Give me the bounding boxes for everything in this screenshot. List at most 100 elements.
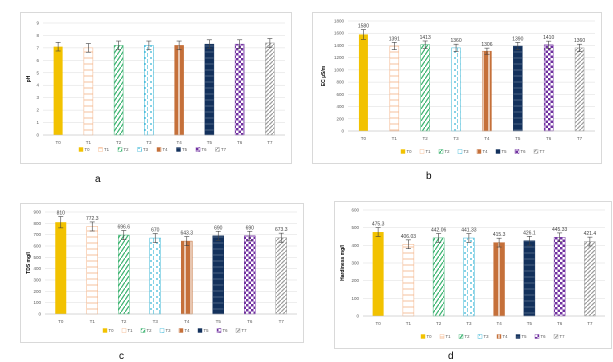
data-label-T4: 643.3 xyxy=(180,231,193,237)
legend-label-T5: T5 xyxy=(204,328,210,333)
bar-T5 xyxy=(523,240,536,317)
bar-T3 xyxy=(149,237,161,315)
legend-label-T0: T0 xyxy=(109,328,115,333)
y-tick-label: 200 xyxy=(33,289,41,294)
legend-label-T1: T1 xyxy=(104,147,110,152)
error-bar-T0 xyxy=(55,41,61,52)
error-bar-T6 xyxy=(237,39,243,49)
bar-T6 xyxy=(553,237,566,317)
legend-swatch-T0 xyxy=(102,328,108,333)
x-tick-label-T7: T7 xyxy=(267,140,273,145)
chart-panel-a: 0 1 2 3 4 5 6 7 8 9 pH T0 T1 T2 T3 T4 T5 T6 T7 T0 T1 T2 T3 T4 T5… xyxy=(20,12,292,164)
x-tick-label-T5: T5 xyxy=(515,136,521,141)
legend-swatch-T6 xyxy=(534,334,540,339)
data-label-T1: 1391 xyxy=(389,36,400,42)
error-bar-T5 xyxy=(206,39,212,49)
y-tick-label: 800 xyxy=(33,221,41,226)
chart-panel-c: 0 100 200 300 400 500 600 700 800 900 TDS mg/l 810 T… xyxy=(20,203,304,343)
x-tick-label-T4: T4 xyxy=(496,321,502,326)
y-tick-label: 200 xyxy=(351,278,359,283)
legend-label-T3: T3 xyxy=(464,149,470,154)
legend-swatch-T6 xyxy=(216,328,222,333)
error-bar-T3 xyxy=(453,43,459,52)
legend-swatch-T0 xyxy=(420,334,426,339)
legend-label-T4: T4 xyxy=(503,334,509,339)
bar-T0 xyxy=(55,222,67,314)
error-bar-T6 xyxy=(247,230,253,241)
y-tick-label: 400 xyxy=(33,266,41,271)
data-label-T0: 810 xyxy=(57,211,66,217)
legend-swatch-T1 xyxy=(121,328,127,333)
legend-label-T7: T7 xyxy=(242,328,248,333)
x-tick-label-T1: T1 xyxy=(86,140,92,145)
bar-T3 xyxy=(463,237,475,317)
error-bar-T0 xyxy=(58,216,64,229)
error-bar-T7 xyxy=(278,232,284,243)
bar-T0 xyxy=(53,46,63,136)
chart-svg-b: 0 200 400 600 800 1000 1200 1400 1600 1800 EC µS/m… xyxy=(321,19,595,154)
legend-swatch-T3 xyxy=(457,149,463,154)
error-bar-T7 xyxy=(267,38,273,48)
legend-label-T1: T1 xyxy=(446,334,452,339)
legend-label-T6: T6 xyxy=(541,334,547,339)
legend-swatch-T4 xyxy=(178,328,184,333)
x-tick-label-T0: T0 xyxy=(55,140,61,145)
y-tick-label: 500 xyxy=(33,255,41,260)
x-tick-label-T6: T6 xyxy=(247,319,253,324)
legend-label-T7: T7 xyxy=(221,147,227,152)
error-bar-T2 xyxy=(116,40,122,51)
legend-label-T4: T4 xyxy=(185,328,191,333)
legend: T0 T1 T2 T3 T4 T5 T6 T7 xyxy=(78,147,227,152)
bar-T1 xyxy=(83,47,94,136)
legend-swatch-T2 xyxy=(140,328,146,333)
legend-label-T1: T1 xyxy=(128,328,134,333)
x-tick-label-T3: T3 xyxy=(453,136,459,141)
data-label-T6: 690 xyxy=(246,225,255,231)
legend-label-T6: T6 xyxy=(202,147,208,152)
legend-label-T3: T3 xyxy=(166,328,172,333)
error-bar-T5 xyxy=(526,236,532,246)
bar-T7 xyxy=(584,241,596,317)
legend-label-T2: T2 xyxy=(445,149,451,154)
y-tick-label: 700 xyxy=(33,232,41,237)
x-tick-label-T4: T4 xyxy=(184,319,190,324)
x-tick-label-T7: T7 xyxy=(587,321,593,326)
y-tick-label: 1 xyxy=(36,120,39,125)
data-label-T2: 696.6 xyxy=(117,225,130,231)
y-tick-label: 1600 xyxy=(334,31,345,36)
bar-T1 xyxy=(86,226,98,315)
error-bar-T2 xyxy=(436,233,442,243)
data-label-T1: 406.03 xyxy=(401,234,417,240)
x-tick-label-T4: T4 xyxy=(176,140,182,145)
error-bar-T4 xyxy=(176,40,182,51)
bar-T5 xyxy=(204,43,215,136)
error-bar-T7 xyxy=(577,43,583,52)
legend-swatch-T4 xyxy=(476,149,482,154)
y-tick-label: 3 xyxy=(36,95,39,100)
chart-panel-b: 0 200 400 600 800 1000 1200 1400 1600 1800 EC µS/m… xyxy=(312,12,602,164)
bar-T4 xyxy=(493,242,505,317)
bar-T0 xyxy=(372,232,384,316)
y-tick-label: 400 xyxy=(336,104,344,109)
legend-label-T0: T0 xyxy=(85,147,91,152)
data-label-T7: 673.3 xyxy=(275,227,288,233)
x-tick-label-T2: T2 xyxy=(116,140,122,145)
data-label-T6: 445.33 xyxy=(552,227,568,233)
x-tick-label-T5: T5 xyxy=(216,319,222,324)
legend-label-T4: T4 xyxy=(483,149,489,154)
bar-T2 xyxy=(118,234,130,315)
error-bar-T7 xyxy=(587,236,593,247)
data-label-T2: 442.06 xyxy=(431,227,447,233)
y-tick-label: 400 xyxy=(351,243,359,248)
legend-label-T5: T5 xyxy=(182,147,188,152)
data-label-T1: 772.3 xyxy=(86,216,99,222)
x-tick-label-T2: T2 xyxy=(121,319,127,324)
y-tick-label: 0 xyxy=(341,129,344,134)
legend-swatch-T1 xyxy=(98,147,103,152)
y-tick-label: 0 xyxy=(38,312,41,317)
legend-label-T2: T2 xyxy=(465,334,471,339)
legend-swatch-T3 xyxy=(137,147,142,152)
y-tick-label: 600 xyxy=(351,208,359,213)
bar-T0 xyxy=(358,34,368,131)
